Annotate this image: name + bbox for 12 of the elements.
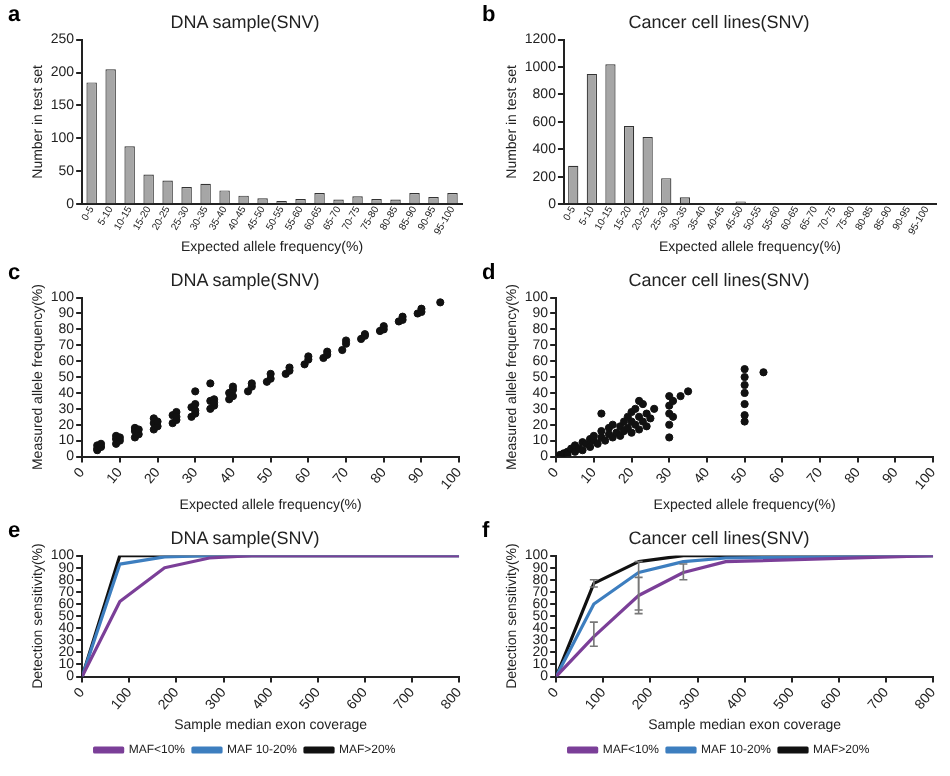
text: e <box>8 519 21 544</box>
text: a <box>8 3 22 28</box>
chart-title: DNA sample(SNV) <box>170 11 320 32</box>
chart-title: DNA sample(SNV) <box>170 269 320 290</box>
text: f <box>482 519 490 544</box>
chart-title: Cancer cell lines(SNV) <box>628 527 810 548</box>
text: c <box>8 261 21 286</box>
chart-title: Cancer cell lines(SNV) <box>628 11 810 32</box>
text: b <box>482 3 496 28</box>
chart-title: DNA sample(SNV) <box>170 527 320 548</box>
chart-title: Cancer cell lines(SNV) <box>628 269 810 290</box>
text: d <box>482 261 496 286</box>
